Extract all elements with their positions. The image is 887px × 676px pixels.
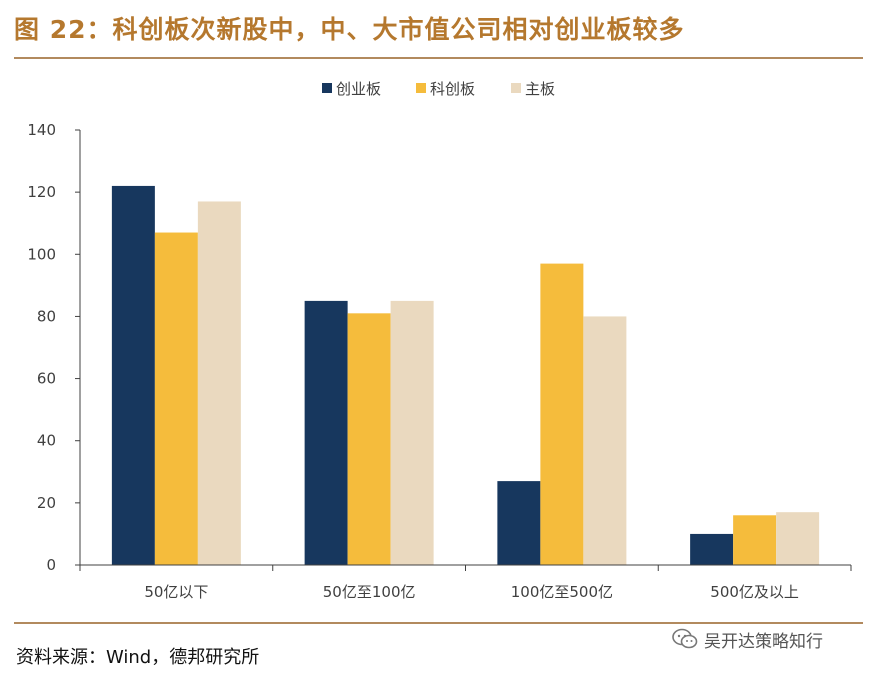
footer-divider: [14, 622, 863, 624]
x-axis: 50亿以下 50亿至100亿 100亿至500亿 500亿及以上: [79, 564, 852, 601]
source-note: 资料来源：Wind，德邦研究所: [16, 647, 260, 668]
y-tick-label: 120: [27, 183, 56, 201]
x-category-label: 50亿至100亿: [323, 583, 416, 601]
y-tick-label: 100: [27, 245, 56, 263]
y-axis: 0 20 40 60 80 100 120 140: [27, 121, 81, 574]
x-category-label: 50亿以下: [144, 583, 208, 601]
bar: [390, 300, 434, 565]
legend-label: 科创板: [430, 80, 475, 98]
bar: [347, 313, 391, 565]
legend-swatch: [322, 83, 332, 93]
bar-group: [111, 185, 820, 566]
y-tick-label: 40: [37, 432, 56, 450]
bar: [497, 481, 541, 565]
legend-swatch: [511, 83, 521, 93]
bar: [197, 201, 241, 565]
bar: [304, 300, 348, 565]
chart-legend: 创业板 科创板 主板: [322, 80, 555, 98]
bar-chart: 创业板 科创板 主板 0 20 40 60 80 100 120 140 50亿以下 50亿至100…: [27, 80, 852, 601]
legend-label: 主板: [525, 80, 555, 98]
bar: [540, 263, 584, 565]
title-divider: [14, 57, 863, 59]
bar: [583, 316, 627, 565]
y-tick-label: 20: [37, 494, 56, 512]
y-tick-label: 60: [37, 370, 56, 388]
watermark: 吴开达策略知行: [672, 624, 823, 654]
bar: [154, 232, 198, 566]
bar: [776, 512, 820, 565]
bar: [690, 533, 734, 565]
x-category-label: 500亿及以上: [710, 583, 799, 601]
y-tick-label: 140: [27, 121, 56, 139]
y-tick-label: 80: [37, 307, 56, 325]
bar: [733, 515, 777, 565]
bar: [111, 185, 155, 565]
watermark-text: 吴开达策略知行: [704, 631, 823, 652]
x-category-label: 100亿至500亿: [511, 583, 613, 601]
wechat-icon: [672, 628, 698, 649]
legend-swatch: [416, 83, 426, 93]
y-tick-label: 0: [46, 556, 56, 574]
legend-label: 创业板: [336, 80, 381, 98]
chart-title: 图 22：科创板次新股中，中、大市值公司相对创业板较多: [14, 15, 685, 44]
